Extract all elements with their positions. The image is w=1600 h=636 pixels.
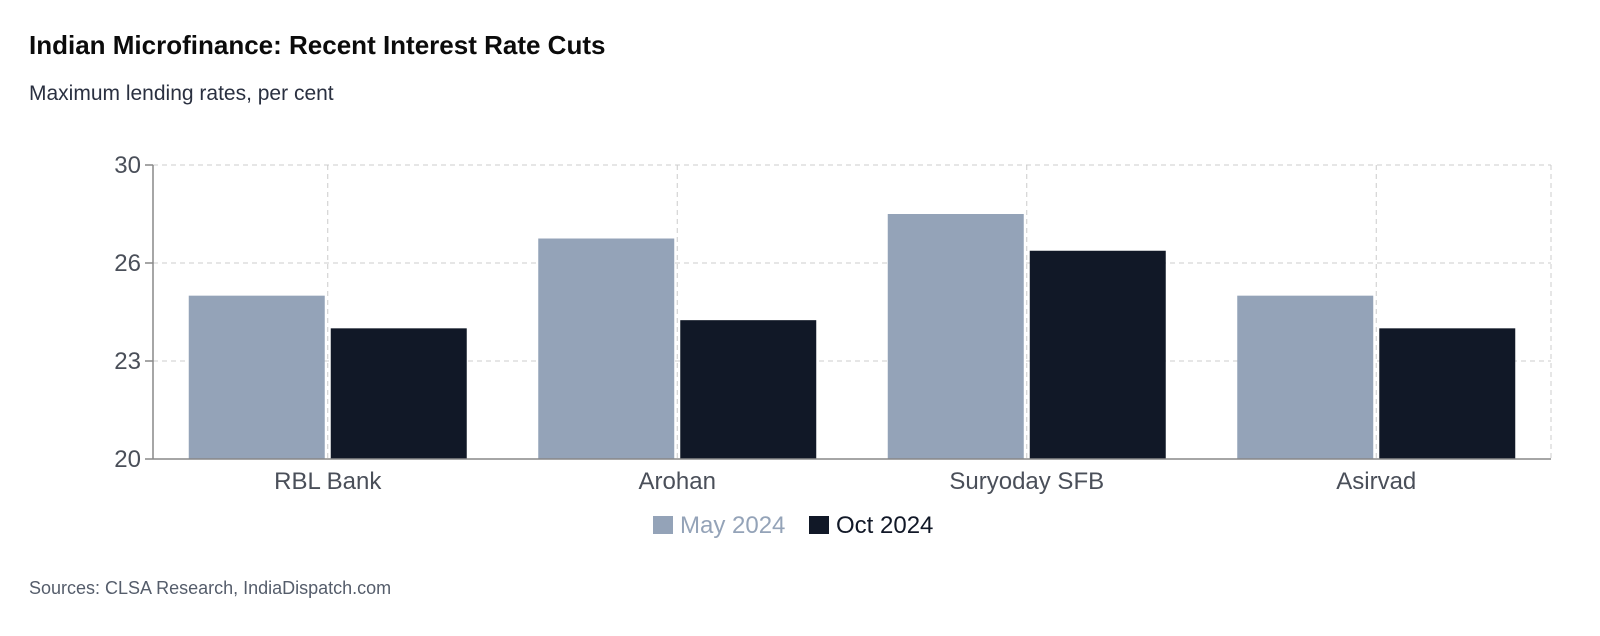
bar-oct-2024[interactable] [1379, 328, 1516, 459]
bar-may-2024[interactable] [188, 295, 325, 459]
chart-subtitle: Maximum lending rates, per cent [29, 82, 334, 105]
bar-may-2024[interactable] [1237, 295, 1374, 459]
axes: 20 23 26 30 RBL Bank Arohan Suryoday SFB Asirva… [114, 152, 1551, 495]
bar-oct-2024[interactable] [680, 320, 817, 459]
y-tick-label: 30 [114, 152, 141, 179]
x-tick-label: Asirvad [1336, 468, 1416, 495]
bar-may-2024[interactable] [887, 214, 1024, 459]
legend: May 2024 Oct 2024 [653, 512, 933, 539]
x-tick-label: RBL Bank [274, 468, 382, 495]
bar-may-2024[interactable] [538, 238, 675, 460]
legend-swatch-may-2024[interactable] [653, 516, 673, 534]
bar-oct-2024[interactable] [330, 328, 467, 459]
y-tick-label: 23 [114, 348, 141, 375]
chart-title: Indian Microfinance: Recent Interest Rat… [29, 30, 606, 60]
y-tick-label: 20 [114, 446, 141, 473]
x-tick-label: Suryoday SFB [949, 468, 1104, 495]
legend-label-oct-2024[interactable]: Oct 2024 [836, 512, 933, 539]
y-tick-label: 26 [114, 250, 141, 277]
bars [188, 214, 1516, 460]
bar-oct-2024[interactable] [1029, 250, 1166, 459]
legend-label-may-2024[interactable]: May 2024 [680, 512, 785, 539]
x-tick-label: Arohan [639, 468, 716, 495]
legend-swatch-oct-2024[interactable] [809, 516, 829, 534]
source-note: Sources: CLSA Research, IndiaDispatch.co… [29, 578, 392, 598]
